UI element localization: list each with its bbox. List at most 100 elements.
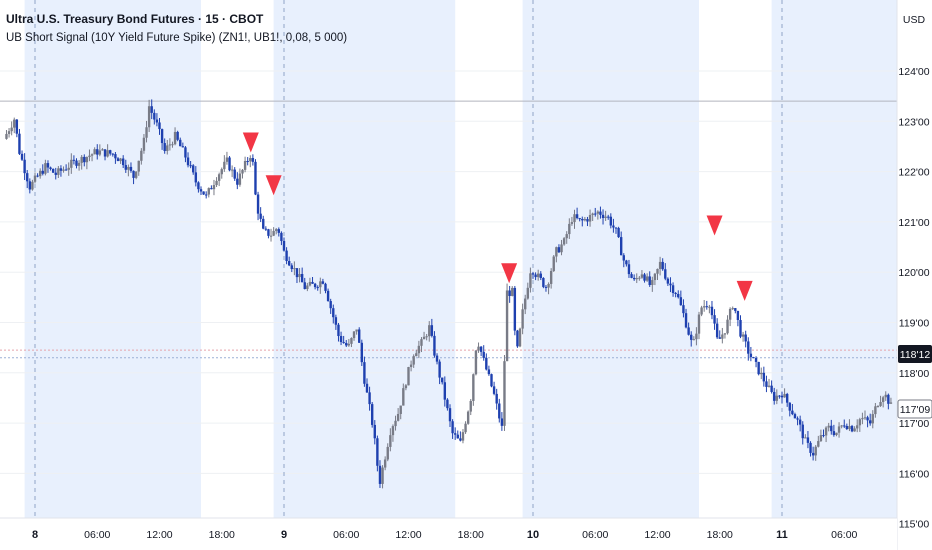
candle-body [179, 139, 182, 147]
session-shade [273, 0, 456, 518]
price-axis-panel[interactable] [897, 0, 932, 550]
candle-body [142, 137, 146, 151]
candle-body [285, 250, 288, 262]
candle-body [643, 274, 646, 281]
candle-body [373, 424, 376, 439]
candle-body [827, 425, 830, 428]
candle-body [627, 264, 631, 275]
candle-body [534, 274, 537, 278]
candle-body [728, 308, 732, 320]
candle-body [682, 305, 685, 314]
indicator-label: UB Short Signal (10Y Yield Future Spike)… [6, 32, 347, 44]
time-tick-label: 06:00 [84, 529, 110, 541]
short-signal-marker[interactable] [265, 175, 282, 196]
candle-body [715, 323, 719, 338]
candle-body [236, 178, 239, 185]
candle-body [513, 287, 517, 331]
candle-body [225, 157, 229, 162]
candle-body [770, 385, 773, 392]
candle-body [64, 169, 68, 171]
candle-body [96, 149, 99, 155]
candle-body [75, 160, 78, 166]
candle-body [609, 216, 613, 226]
candle-body [653, 273, 657, 281]
candle-body [298, 274, 301, 278]
candle-body [788, 402, 791, 411]
candle-body [570, 222, 574, 224]
candle-body [166, 145, 169, 151]
candle-body [438, 361, 441, 378]
candle-body [731, 308, 734, 310]
candle-body [259, 213, 262, 219]
candle-body [492, 386, 496, 394]
price-tick-label: 117'00 [899, 418, 930, 430]
candle-body [588, 214, 592, 222]
candle-body [264, 228, 268, 230]
candle-body [848, 426, 851, 430]
candle-body [59, 168, 63, 171]
candle-body [617, 228, 620, 238]
candle-body [396, 413, 400, 421]
candle-body [736, 310, 740, 321]
candle-body [106, 150, 109, 157]
candle-body [119, 158, 122, 162]
candle-body [560, 244, 563, 253]
short-signal-marker[interactable] [706, 215, 723, 236]
candle-body [879, 402, 882, 406]
candle-body [765, 381, 768, 387]
candle-body [194, 172, 198, 183]
candle-body [275, 229, 278, 231]
candle-body [46, 163, 50, 168]
candle-body [773, 391, 776, 401]
candle-body [466, 411, 470, 424]
candle-body [557, 247, 561, 253]
candle-body [121, 158, 125, 166]
candle-body [20, 153, 24, 160]
price-tick-label: 123'00 [898, 116, 929, 128]
candle-body [856, 425, 859, 429]
time-axis-panel[interactable] [0, 518, 897, 550]
candle-body [845, 425, 849, 430]
candle-body [26, 173, 29, 182]
candle-body [448, 408, 452, 422]
candle-body [441, 377, 444, 383]
candle-body [420, 339, 423, 346]
candle-body [181, 146, 185, 148]
candle-body [251, 158, 255, 162]
candle-body [866, 417, 869, 421]
time-tick-label: 06:00 [831, 529, 857, 541]
candle-body [404, 385, 408, 389]
candle-body [601, 214, 605, 218]
candle-body [822, 435, 825, 437]
short-signal-marker[interactable] [736, 280, 753, 301]
candle-body [277, 229, 281, 233]
candle-body [332, 308, 335, 318]
candle-body [433, 335, 436, 356]
time-tick-label: 18:00 [209, 529, 235, 541]
candle-body [386, 446, 389, 460]
candle-body [207, 188, 210, 195]
candle-body [347, 343, 351, 346]
currency-label[interactable]: USD [903, 14, 926, 26]
price-tick-label: 118'00 [899, 368, 930, 380]
candle-body [339, 336, 343, 343]
candle-body [409, 364, 413, 368]
candle-body [741, 334, 745, 337]
candle-body [220, 169, 223, 175]
short-signal-marker[interactable] [242, 132, 259, 153]
candle-body [819, 435, 823, 442]
candle-body [754, 358, 758, 362]
candle-body [415, 353, 418, 357]
candle-body [197, 182, 200, 190]
candle-body [511, 287, 514, 296]
short-signal-marker[interactable] [501, 263, 518, 284]
candle-body [184, 147, 187, 158]
candle-body [365, 383, 369, 393]
chart-title: Ultra U.S. Treasury Bond Futures · 15 · … [6, 12, 264, 26]
candle-body [793, 414, 797, 419]
candle-body [186, 157, 190, 166]
candle-body [425, 336, 428, 338]
candle-body [591, 213, 594, 215]
